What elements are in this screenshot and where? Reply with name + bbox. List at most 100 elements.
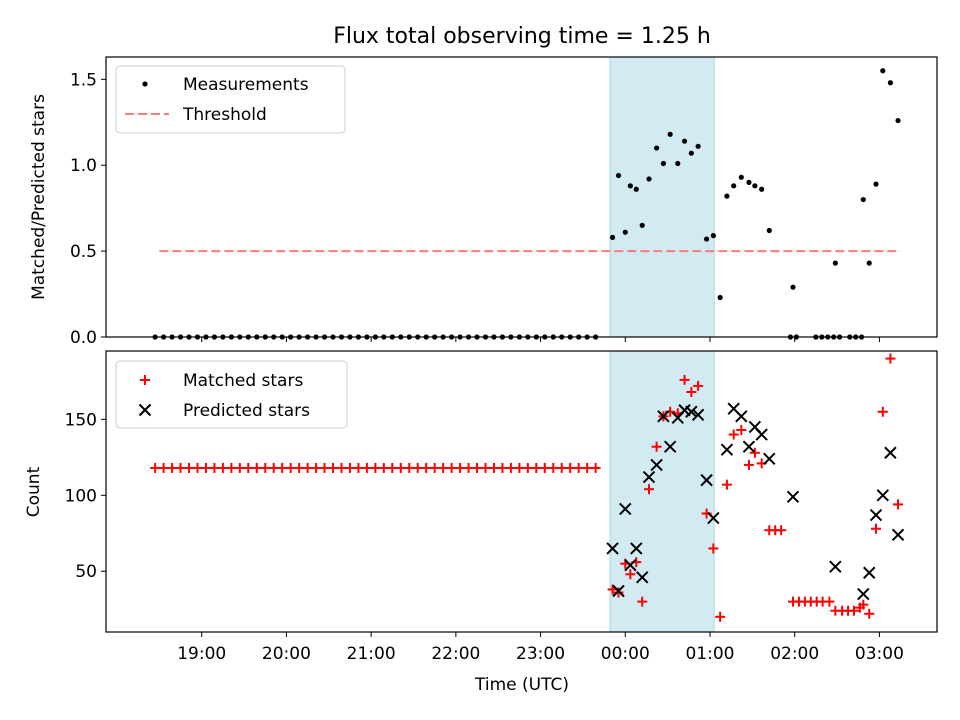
predicted-star-point xyxy=(857,587,870,601)
measurement-point xyxy=(627,183,633,189)
matched-star-point xyxy=(251,462,262,473)
measurement-point xyxy=(609,234,616,240)
matched-star-point xyxy=(613,587,624,598)
matched-star-point xyxy=(277,462,288,473)
matched-star-point xyxy=(421,462,432,473)
legend-threshold-label: Threshold xyxy=(182,105,267,125)
matched-star-point xyxy=(848,605,859,616)
matched-star-point xyxy=(200,462,211,473)
measurement-point xyxy=(880,68,886,74)
matched-star-point xyxy=(708,543,719,554)
predicted-star-point xyxy=(612,584,625,598)
predicted-star-point-b xyxy=(863,566,876,579)
matched-star-point xyxy=(736,424,747,435)
predicted-star-point xyxy=(606,542,619,555)
legend-predicted-marker xyxy=(138,403,152,417)
matched-star-point xyxy=(743,459,754,470)
matched-star-point xyxy=(370,462,381,473)
measurement-point xyxy=(746,179,752,185)
matched-star-point xyxy=(548,462,559,473)
bottom-legend: Matched stars Predicted stars xyxy=(115,360,348,429)
matched-star-point xyxy=(167,462,178,473)
matched-star-point xyxy=(556,462,567,473)
predicted-star-point-b xyxy=(624,558,637,572)
matched-star-point xyxy=(260,462,271,473)
bottom-plot: 50 100 150 19:00 20:00 21:00 22:00 23:00 00:00 01… xyxy=(65,350,938,664)
matched-star-point xyxy=(582,462,593,473)
matched-star-point xyxy=(158,462,169,473)
matched-star-point xyxy=(522,462,533,473)
legend-matched-marker xyxy=(140,375,150,385)
predicted-star-point-b xyxy=(691,408,705,422)
matched-star-point xyxy=(480,462,491,473)
matched-star-point xyxy=(686,387,697,398)
predicted-star-point xyxy=(884,446,897,459)
matched-star-point xyxy=(378,462,389,473)
matched-star-point xyxy=(328,462,339,473)
matched-star-point xyxy=(387,462,398,473)
measurement-point xyxy=(895,117,901,124)
xtick-label: 22:00 xyxy=(431,644,480,664)
measurement-point xyxy=(622,229,628,235)
predicted-star-point xyxy=(829,560,842,573)
matched-star-point xyxy=(651,441,662,452)
legend-predicted-label: Predicted stars xyxy=(183,401,310,421)
matched-star-point xyxy=(573,462,584,473)
matched-star-point xyxy=(192,462,203,473)
predicted-star-point xyxy=(624,558,637,572)
predicted-star-point-b xyxy=(612,584,625,598)
predicted-star-point-b xyxy=(829,560,842,573)
predicted-star-point-b xyxy=(869,508,883,522)
measurement-point xyxy=(615,172,622,179)
matched-star-point xyxy=(344,462,355,473)
predicted-star-point-b xyxy=(786,490,800,504)
top-y-axis-label: Matched/Predicted stars xyxy=(29,94,49,300)
predicted-star-point-b xyxy=(642,470,656,484)
predicted-star-point xyxy=(663,440,677,453)
top-ytick-label: 0.0 xyxy=(70,328,97,348)
top-ytick-label: 1.0 xyxy=(70,156,97,176)
measurement-point xyxy=(654,145,660,151)
predicted-star-point xyxy=(869,508,883,522)
matched-star-point xyxy=(243,462,254,473)
matched-star-point xyxy=(885,353,896,364)
bottom-legend-box xyxy=(115,360,348,429)
matched-star-point xyxy=(438,462,449,473)
measurement-point xyxy=(832,260,838,266)
matched-star-point xyxy=(268,462,279,473)
matched-star-point xyxy=(412,462,423,473)
measurement-point xyxy=(887,80,894,86)
predicted-star-point-b xyxy=(720,443,734,456)
predicted-star-point xyxy=(863,566,876,579)
predicted-star-point-b xyxy=(857,587,870,601)
measurement-point xyxy=(639,222,645,228)
matched-star-point xyxy=(488,462,499,473)
matched-star-point xyxy=(565,462,576,473)
matched-star-point xyxy=(497,462,508,473)
legend-measurements-marker xyxy=(142,81,148,87)
matched-star-point xyxy=(858,599,869,610)
predicted-star-point-b xyxy=(650,458,663,472)
predicted-star-point-b xyxy=(685,405,698,418)
predicted-star-point xyxy=(735,410,748,423)
measurement-point xyxy=(660,160,666,167)
measurement-point xyxy=(695,143,701,149)
predicted-star-point-b xyxy=(707,511,720,525)
measurement-point xyxy=(688,150,694,156)
matched-star-point xyxy=(217,462,228,473)
measurement-point xyxy=(759,186,765,192)
matched-star-point xyxy=(285,462,296,473)
x-axis-label: Time (UTC) xyxy=(474,675,569,695)
measurement-point xyxy=(681,138,688,144)
predicted-star-point xyxy=(707,511,720,525)
predicted-star-point xyxy=(657,410,670,423)
measurement-point xyxy=(731,183,737,189)
matched-star-point xyxy=(539,462,550,473)
xtick-label: 00:00 xyxy=(601,644,650,664)
matched-star-point xyxy=(226,462,237,473)
bottom-ytick-label: 50 xyxy=(75,562,97,582)
legend-measurements-label: Measurements xyxy=(183,75,309,95)
measurement-point xyxy=(738,174,744,180)
matched-star-point xyxy=(643,484,654,495)
matched-star-point xyxy=(871,523,882,534)
